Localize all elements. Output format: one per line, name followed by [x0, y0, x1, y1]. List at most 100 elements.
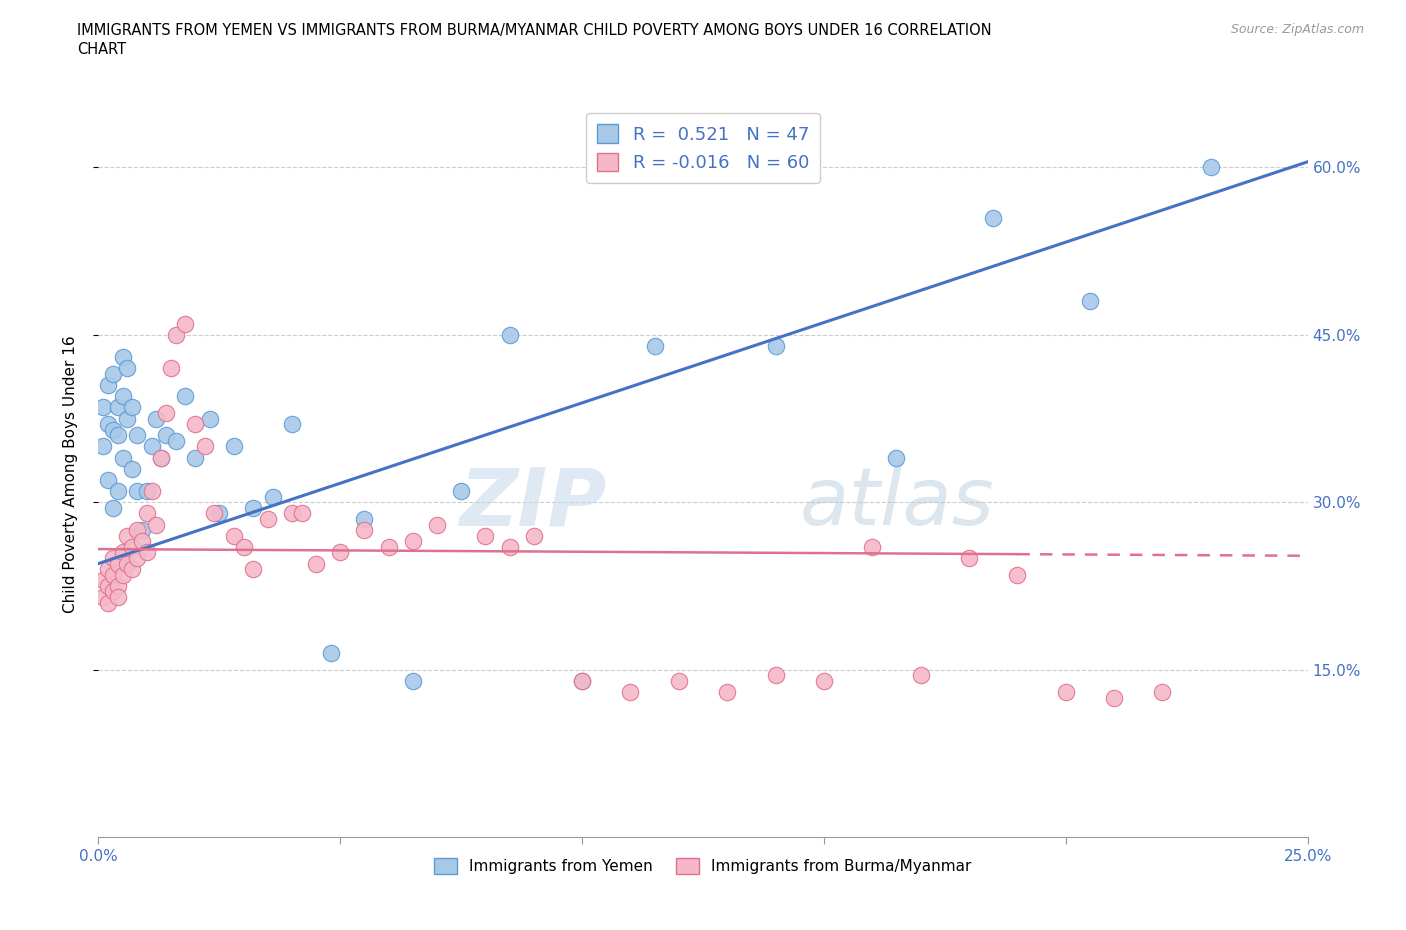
- Point: [222, 528, 245, 543]
- Point: [329, 545, 352, 560]
- Point: [160, 361, 183, 376]
- Point: [107, 578, 129, 593]
- Point: [426, 517, 449, 532]
- Point: [957, 551, 980, 565]
- Point: [281, 506, 304, 521]
- Point: [117, 411, 139, 426]
- Y-axis label: Child Poverty Among Boys Under 16: Child Poverty Among Boys Under 16: [63, 336, 77, 613]
- Point: [155, 428, 177, 443]
- Point: [127, 551, 149, 565]
- Point: [174, 389, 197, 404]
- Point: [886, 450, 908, 465]
- Point: [1007, 567, 1029, 582]
- Point: [111, 389, 134, 404]
- Point: [107, 400, 129, 415]
- Point: [716, 684, 738, 699]
- Point: [262, 489, 284, 504]
- Point: [135, 484, 157, 498]
- Point: [150, 450, 173, 465]
- Point: [1199, 160, 1222, 175]
- Point: [377, 539, 399, 554]
- Point: [131, 534, 153, 549]
- Point: [222, 439, 245, 454]
- Point: [353, 523, 375, 538]
- Point: [111, 545, 134, 560]
- Point: [765, 339, 787, 353]
- Point: [165, 327, 187, 342]
- Text: Source: ZipAtlas.com: Source: ZipAtlas.com: [1230, 23, 1364, 36]
- Point: [450, 484, 472, 498]
- Point: [571, 673, 593, 688]
- Point: [981, 210, 1004, 225]
- Point: [242, 562, 264, 577]
- Point: [97, 595, 120, 610]
- Point: [101, 584, 124, 599]
- Point: [474, 528, 496, 543]
- Point: [1152, 684, 1174, 699]
- Point: [101, 567, 124, 582]
- Point: [242, 500, 264, 515]
- Point: [117, 556, 139, 571]
- Point: [121, 562, 143, 577]
- Point: [111, 350, 134, 365]
- Point: [402, 534, 425, 549]
- Point: [571, 673, 593, 688]
- Point: [319, 645, 342, 660]
- Point: [131, 523, 153, 538]
- Point: [141, 439, 163, 454]
- Text: IMMIGRANTS FROM YEMEN VS IMMIGRANTS FROM BURMA/MYANMAR CHILD POVERTY AMONG BOYS : IMMIGRANTS FROM YEMEN VS IMMIGRANTS FROM…: [77, 23, 993, 38]
- Point: [765, 668, 787, 683]
- Point: [402, 673, 425, 688]
- Point: [204, 506, 226, 521]
- Point: [97, 417, 120, 432]
- Point: [184, 417, 207, 432]
- Point: [1078, 294, 1101, 309]
- Point: [1102, 690, 1125, 705]
- Point: [150, 450, 173, 465]
- Point: [174, 316, 197, 331]
- Point: [668, 673, 690, 688]
- Point: [97, 472, 120, 487]
- Point: [121, 539, 143, 554]
- Point: [91, 590, 114, 604]
- Point: [860, 539, 883, 554]
- Point: [107, 428, 129, 443]
- Point: [127, 523, 149, 538]
- Point: [97, 578, 120, 593]
- Point: [101, 551, 124, 565]
- Point: [101, 422, 124, 437]
- Point: [281, 417, 304, 432]
- Point: [165, 433, 187, 448]
- Point: [101, 500, 124, 515]
- Text: ZIP: ZIP: [458, 464, 606, 542]
- Point: [353, 512, 375, 526]
- Point: [107, 590, 129, 604]
- Point: [135, 506, 157, 521]
- Point: [127, 428, 149, 443]
- Point: [121, 400, 143, 415]
- Point: [117, 361, 139, 376]
- Point: [198, 411, 221, 426]
- Point: [127, 484, 149, 498]
- Point: [91, 573, 114, 588]
- Point: [107, 484, 129, 498]
- Point: [121, 461, 143, 476]
- Point: [91, 439, 114, 454]
- Point: [135, 545, 157, 560]
- Point: [111, 567, 134, 582]
- Point: [117, 528, 139, 543]
- Point: [111, 450, 134, 465]
- Point: [145, 411, 167, 426]
- Text: CHART: CHART: [77, 42, 127, 57]
- Point: [498, 327, 520, 342]
- Point: [97, 562, 120, 577]
- Point: [145, 517, 167, 532]
- Point: [813, 673, 835, 688]
- Point: [141, 484, 163, 498]
- Point: [107, 556, 129, 571]
- Point: [498, 539, 520, 554]
- Point: [290, 506, 312, 521]
- Point: [97, 378, 120, 392]
- Point: [184, 450, 207, 465]
- Point: [155, 405, 177, 420]
